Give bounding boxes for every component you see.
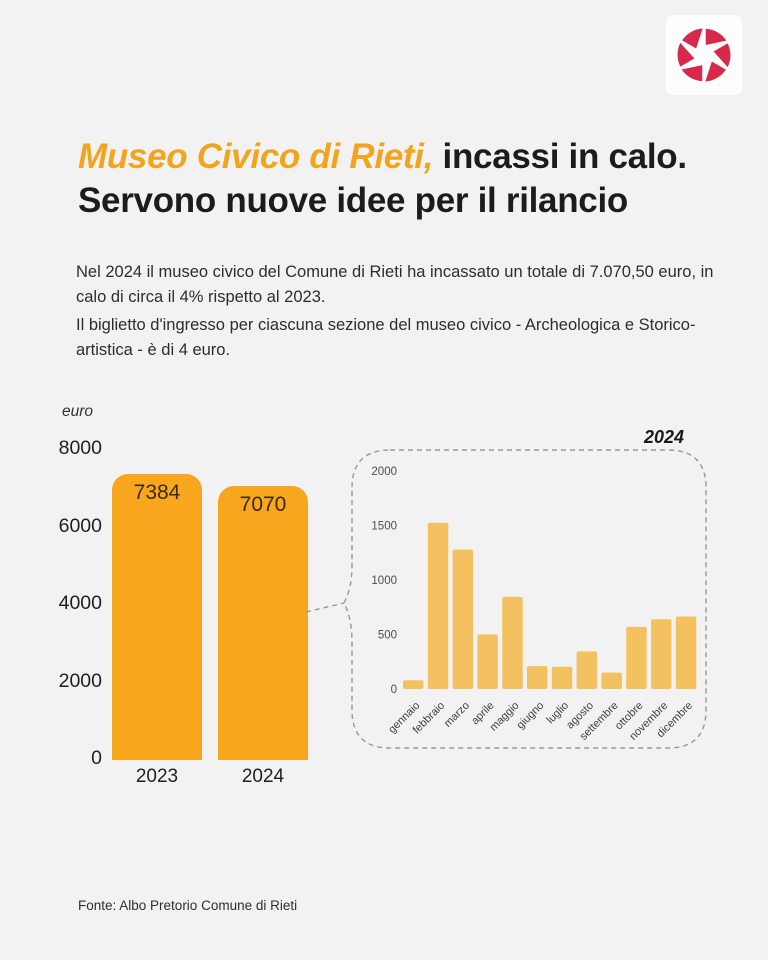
inset-bar-novembre — [651, 619, 672, 689]
intro-paragraph-1: Nel 2024 il museo civico del Comune di R… — [76, 263, 714, 306]
inset-y-tick-500: 500 — [378, 630, 397, 642]
y-axis-unit-label: euro — [62, 403, 94, 420]
main-y-tick-0: 0 — [91, 747, 102, 769]
inset-y-tick-1000: 1000 — [371, 575, 397, 587]
page-title-highlight: Museo Civico di Rieti, — [78, 137, 434, 177]
page-title-rest: incassi in calo. Servono nuove idee per … — [78, 137, 687, 221]
bar-2024: 7070 — [218, 486, 308, 760]
main-y-tick-4000: 4000 — [58, 592, 102, 614]
inset-y-axis: 2000 1500 1000 500 0 — [371, 466, 397, 696]
inset-y-tick-0: 0 — [391, 684, 397, 696]
inset-x-label-marzo: marzo — [442, 700, 472, 730]
bar-column-2023: 7384 — [112, 450, 202, 760]
inset-bar-maggio — [502, 596, 523, 689]
callout-connector-line — [305, 602, 345, 613]
inset-x-label-maggio: maggio — [488, 700, 522, 734]
source-note: Fonte: Albo Pretorio Comune di Rieti — [78, 898, 298, 913]
inset-x-label-novembre: novembre — [627, 700, 670, 743]
inset-x-label-dicembre: dicembre — [655, 700, 695, 740]
inset-x-label-ottobre: ottobre — [613, 700, 646, 733]
inset-x-label-luglio: luglio — [544, 700, 571, 727]
main-y-tick-6000: 6000 — [58, 514, 102, 537]
main-chart-x-axis: 2023 2024 — [112, 766, 308, 788]
intro-paragraph-2: Il biglietto d'ingresso per ciascuna sez… — [76, 316, 696, 359]
inset-bar-aprile — [477, 634, 498, 689]
inset-bars — [403, 522, 697, 689]
callout-border — [343, 449, 707, 749]
inset-bar-gennaio — [403, 680, 424, 689]
inset-x-label-febbraio: febbraio — [411, 700, 448, 737]
inset-x-label-settembre: settembre — [578, 700, 621, 743]
bar-value-label-2024: 7070 — [239, 493, 287, 516]
page-title: Museo Civico di Rieti, incassi in calo. … — [78, 135, 698, 223]
main-x-label-2024: 2024 — [241, 766, 285, 787]
bar-value-label-2023: 7384 — [133, 481, 181, 504]
bar-column-2024: 7070 — [218, 450, 308, 760]
inset-bar-marzo — [452, 549, 474, 689]
inset-x-label-giugno: giugno — [515, 700, 547, 732]
inset-y-tick-2000: 2000 — [371, 466, 397, 478]
inset-bar-dicembre — [675, 616, 697, 689]
inset-x-label-aprile: aprile — [469, 700, 497, 728]
inset-x-label-gennaio: gennaio — [386, 700, 422, 736]
logo-tile — [666, 15, 742, 95]
inset-y-tick-1500: 1500 — [371, 521, 397, 533]
main-chart-bars: 7384 7070 — [112, 450, 308, 760]
inset-x-axis: gennaiofebbraiomarzoaprilemaggiogiugnolu… — [386, 700, 695, 743]
main-y-tick-2000: 2000 — [58, 669, 102, 692]
bar-2023: 7384 — [112, 474, 202, 760]
inset-bar-luglio — [551, 666, 573, 689]
inset-bar-febbraio — [427, 522, 449, 689]
inset-bar-agosto — [576, 651, 598, 689]
inset-bar-ottobre — [626, 626, 647, 689]
aperture-icon — [677, 28, 731, 82]
intro-text: Nel 2024 il museo civico del Comune di R… — [76, 260, 716, 366]
inset-chart-title: 2024 — [643, 427, 684, 447]
inset-x-label-agosto: agosto — [564, 700, 596, 732]
inset-bar-settembre — [601, 672, 622, 689]
main-x-label-2023: 2023 — [135, 766, 179, 787]
main-y-tick-8000: 8000 — [58, 437, 102, 459]
inset-bar-giugno — [527, 666, 548, 689]
